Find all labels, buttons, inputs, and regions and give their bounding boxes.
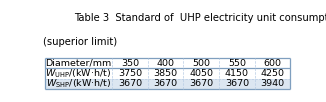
Text: 3670: 3670 [225, 79, 249, 88]
Text: $W_{\mathrm{UHP}}$/(kW·h/t): $W_{\mathrm{UHP}}$/(kW·h/t) [45, 67, 111, 80]
FancyBboxPatch shape [45, 58, 290, 68]
Text: 3670: 3670 [189, 79, 213, 88]
Text: 4050: 4050 [189, 69, 213, 78]
FancyBboxPatch shape [45, 79, 290, 89]
Text: 3750: 3750 [118, 69, 142, 78]
Text: 3670: 3670 [118, 79, 142, 88]
FancyBboxPatch shape [45, 68, 290, 79]
Text: 3940: 3940 [260, 79, 285, 88]
Text: Diameter/mm: Diameter/mm [45, 59, 111, 68]
Text: 400: 400 [157, 59, 175, 68]
Text: 4250: 4250 [260, 69, 285, 78]
Text: 4150: 4150 [225, 69, 249, 78]
Text: Table 3  Standard of  UHP electricity unit consumption: Table 3 Standard of UHP electricity unit… [74, 13, 326, 23]
Text: 550: 550 [228, 59, 246, 68]
Text: 350: 350 [121, 59, 139, 68]
Text: 3850: 3850 [154, 69, 178, 78]
Text: 500: 500 [192, 59, 210, 68]
Text: 3670: 3670 [154, 79, 178, 88]
Text: $W_{\mathrm{SHP}}$/(kW·h/t): $W_{\mathrm{SHP}}$/(kW·h/t) [46, 78, 111, 90]
Text: 600: 600 [263, 59, 282, 68]
Text: (superior limit): (superior limit) [43, 37, 117, 47]
